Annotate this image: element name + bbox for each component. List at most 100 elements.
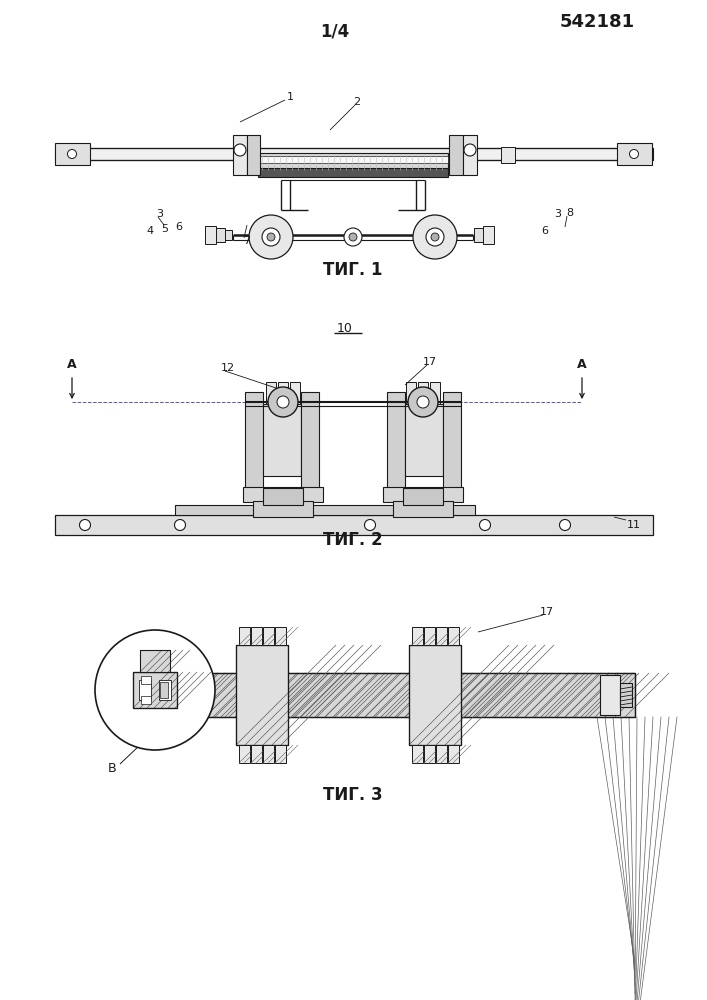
Bar [424, 627, 435, 645]
Text: 6: 6 [542, 226, 549, 236]
Bar [409, 645, 461, 745]
Circle shape [175, 520, 185, 530]
Bar [474, 228, 483, 242]
Bar [406, 382, 416, 404]
Text: 12: 12 [221, 363, 235, 373]
Bar [275, 745, 286, 763]
Bar [263, 404, 301, 476]
Text: 1: 1 [286, 92, 293, 102]
Text: A: A [577, 359, 587, 371]
Text: ΤИГ. 1: ΤИГ. 1 [323, 261, 382, 279]
Circle shape [267, 233, 275, 241]
Bar [139, 680, 151, 700]
Circle shape [95, 630, 215, 750]
Circle shape [349, 233, 357, 241]
Circle shape [629, 149, 638, 158]
Text: 10: 10 [337, 322, 353, 336]
Bar [501, 147, 515, 163]
Text: 11: 11 [627, 520, 641, 530]
Bar [141, 696, 151, 704]
Bar [233, 135, 247, 175]
Bar [175, 673, 635, 717]
Text: 2: 2 [354, 97, 361, 107]
Bar [239, 627, 250, 645]
Circle shape [408, 387, 438, 417]
Text: 1/4: 1/4 [320, 23, 350, 41]
Bar [159, 680, 171, 700]
Circle shape [426, 228, 444, 246]
Bar [160, 682, 168, 698]
Bar [225, 230, 232, 240]
Bar [133, 672, 177, 708]
Bar [263, 488, 303, 505]
Bar [275, 627, 286, 645]
Bar [387, 392, 405, 488]
Bar [258, 156, 448, 163]
Bar [263, 745, 274, 763]
Bar [251, 745, 262, 763]
Bar [236, 645, 288, 745]
Text: B: B [107, 762, 117, 774]
Bar [620, 683, 632, 707]
Bar [258, 168, 448, 177]
Text: ΤИГ. 2: ΤИГ. 2 [323, 531, 382, 549]
Bar [239, 745, 250, 763]
Bar [393, 501, 453, 517]
Bar [278, 382, 288, 404]
Bar [205, 226, 216, 244]
Text: 3: 3 [554, 209, 561, 219]
Circle shape [344, 228, 362, 246]
Bar [258, 153, 448, 171]
Bar [140, 650, 170, 672]
Bar [216, 228, 225, 242]
Bar [243, 487, 323, 502]
Bar [418, 382, 428, 404]
Circle shape [464, 144, 476, 156]
Bar [448, 745, 459, 763]
Bar [449, 135, 463, 175]
Bar [600, 675, 620, 715]
Bar [175, 673, 635, 717]
Circle shape [417, 396, 429, 408]
Bar [253, 501, 313, 517]
Bar [617, 143, 652, 165]
Text: ΤИГ. 3: ΤИГ. 3 [323, 786, 382, 804]
Bar [448, 627, 459, 645]
Text: 3: 3 [156, 209, 163, 219]
Circle shape [262, 228, 280, 246]
Bar [430, 382, 440, 404]
Circle shape [234, 144, 246, 156]
Text: 4: 4 [146, 226, 153, 236]
Circle shape [268, 387, 298, 417]
Text: 17: 17 [423, 357, 437, 367]
Bar [245, 392, 263, 488]
Bar [405, 404, 443, 476]
Bar [55, 143, 90, 165]
Text: 7: 7 [243, 236, 250, 246]
Bar [133, 672, 177, 708]
Bar [266, 382, 276, 404]
Bar [55, 148, 653, 160]
Bar [383, 487, 463, 502]
Circle shape [559, 520, 571, 530]
Bar [251, 627, 262, 645]
Bar [55, 515, 653, 535]
Bar [412, 745, 423, 763]
Circle shape [479, 520, 491, 530]
Text: 8: 8 [566, 208, 573, 218]
Text: 5: 5 [161, 224, 168, 234]
Bar [409, 645, 461, 745]
Circle shape [79, 520, 90, 530]
Text: 17: 17 [540, 607, 554, 617]
Circle shape [249, 215, 293, 259]
Circle shape [277, 396, 289, 408]
Bar [140, 650, 170, 672]
Bar [483, 226, 494, 244]
Text: 542181: 542181 [559, 13, 635, 31]
Bar [263, 627, 274, 645]
Bar [301, 392, 319, 488]
Text: A: A [67, 359, 77, 371]
Bar [403, 488, 443, 505]
Bar [175, 505, 475, 515]
Bar [436, 627, 447, 645]
